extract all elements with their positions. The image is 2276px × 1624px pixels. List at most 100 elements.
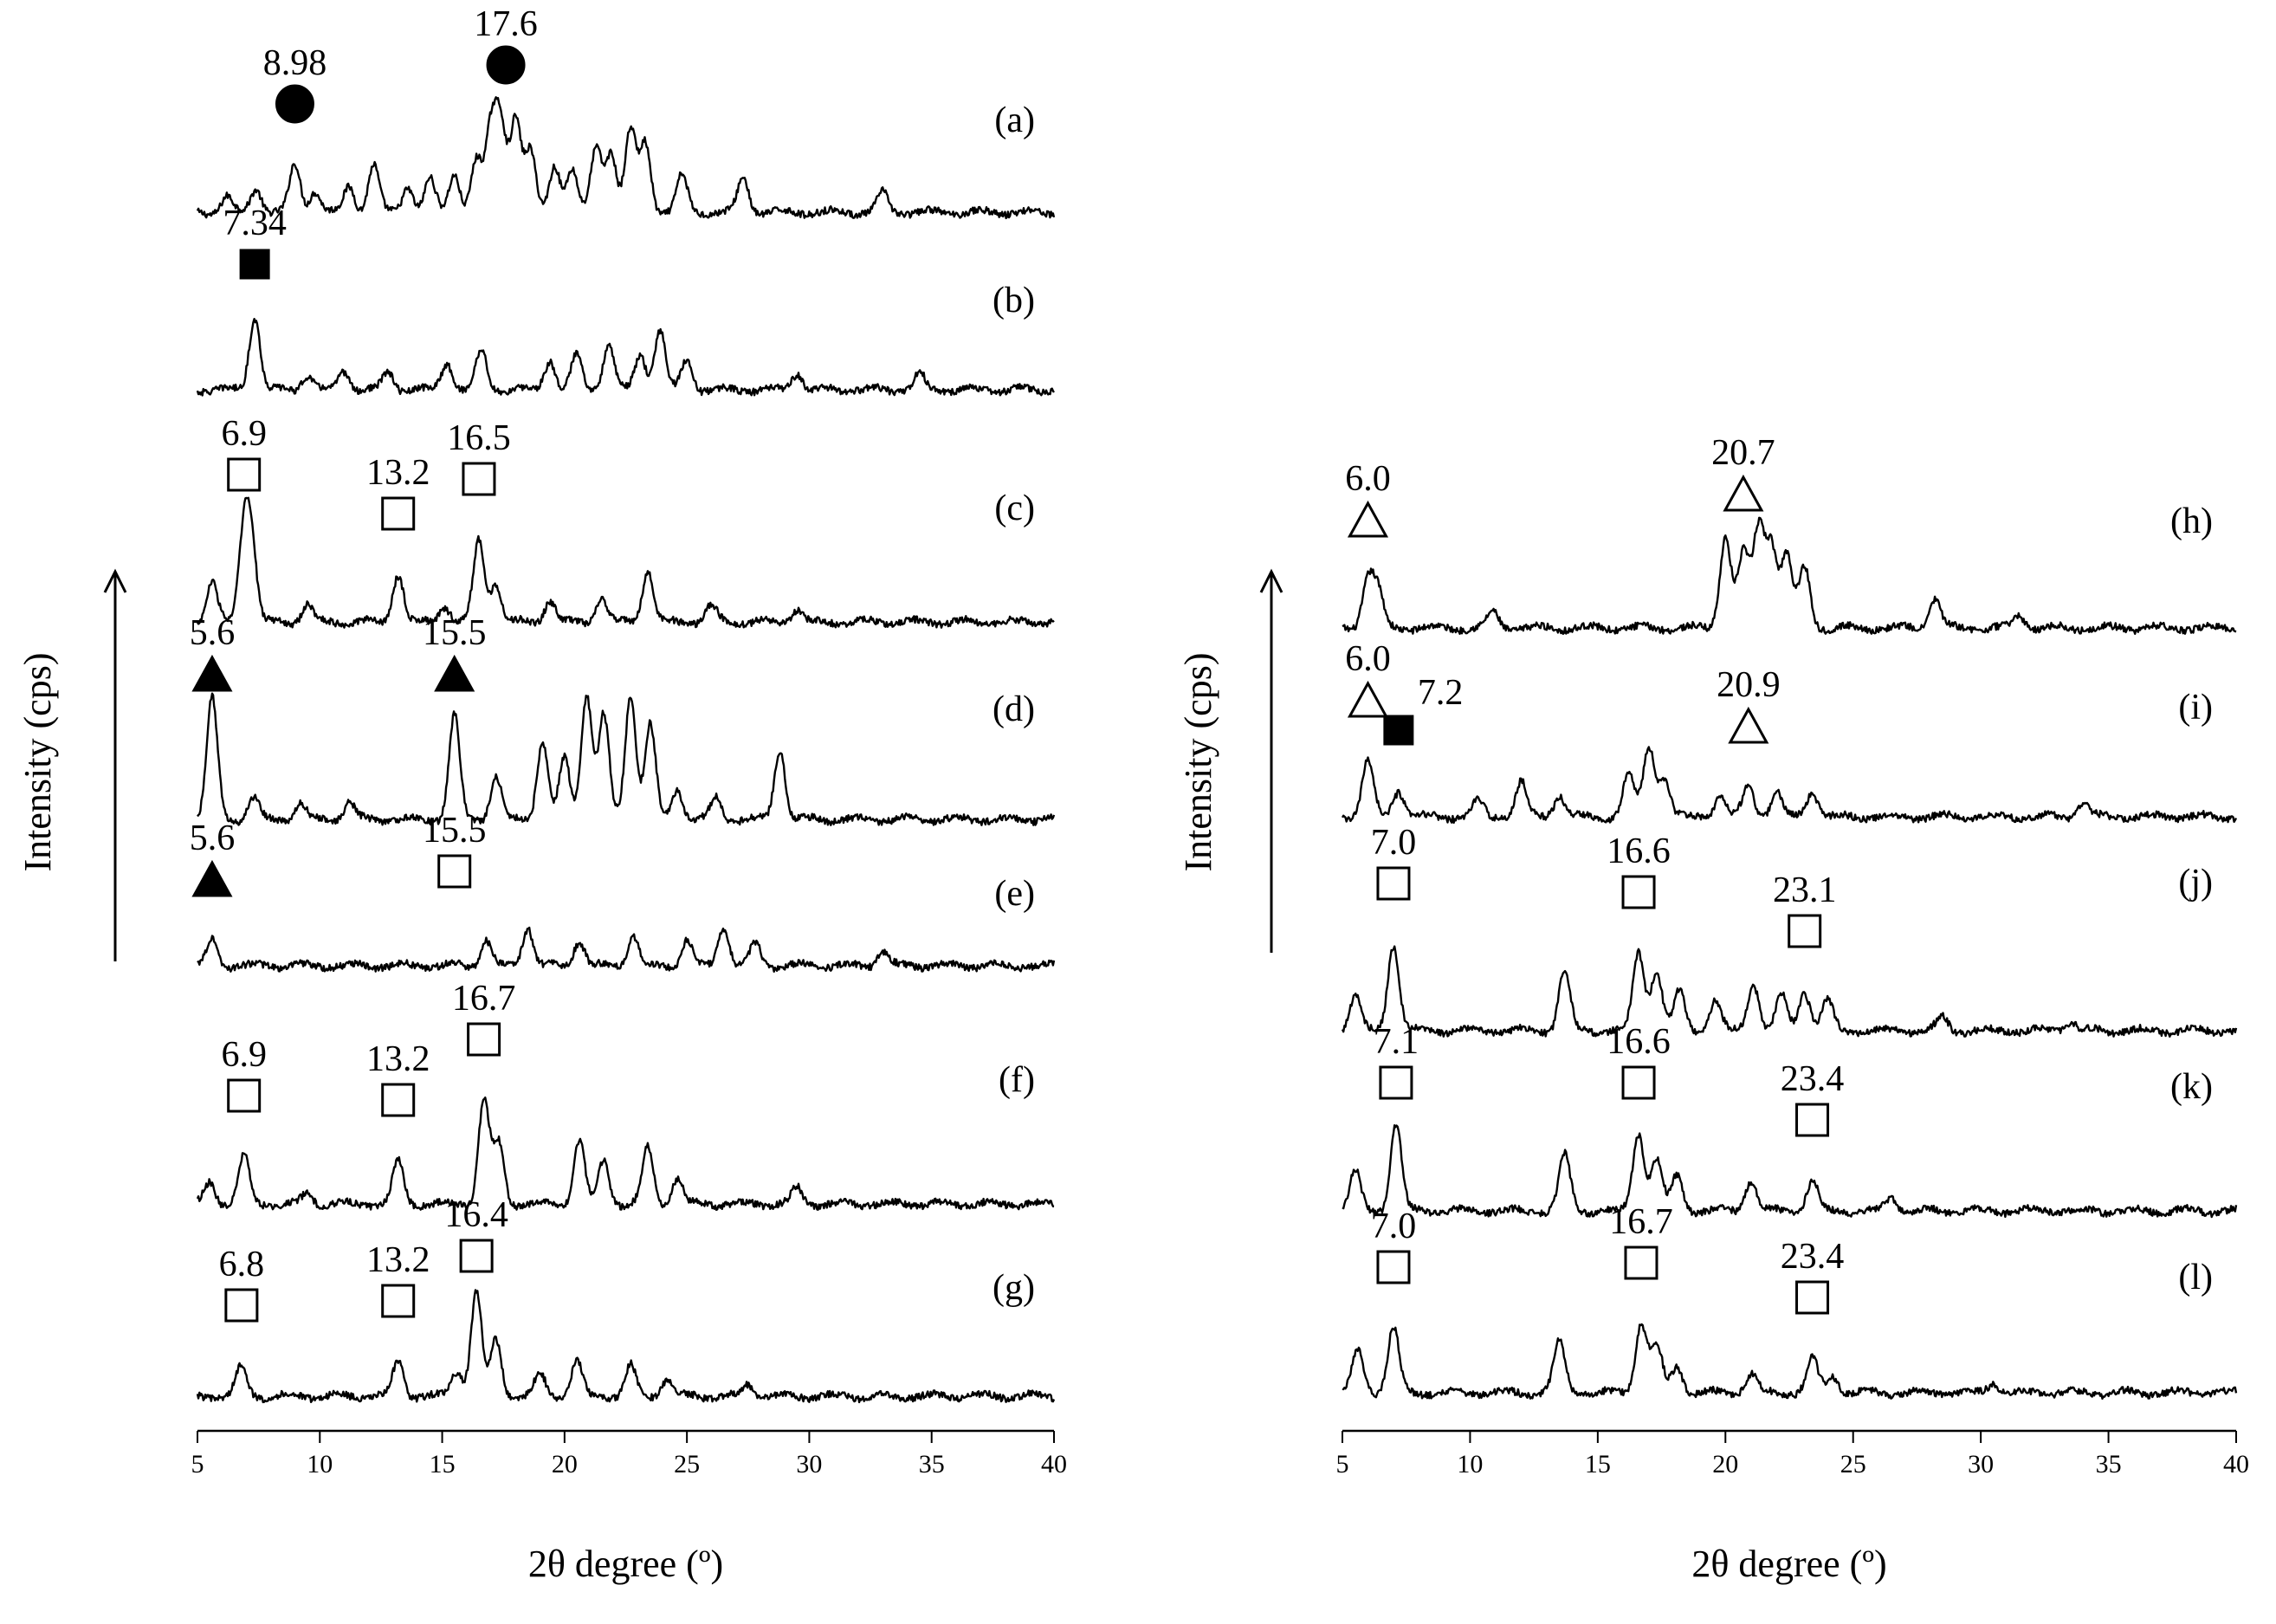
- x-tick-label: 30: [796, 1450, 822, 1478]
- peak-label-l-1: 7.0: [1371, 1207, 1417, 1246]
- trace-g: [196, 1289, 1056, 1404]
- peak-marker-g-1: [224, 1288, 259, 1323]
- x-tick-label: 10: [307, 1450, 333, 1478]
- pattern-h: (h) 6.0 20.7: [1342, 433, 2237, 635]
- x-tick-label: 15: [430, 1450, 456, 1478]
- y-axis-label: Intensity (cps): [1177, 653, 1219, 872]
- peak-label-k-1: 7.1: [1374, 1022, 1419, 1062]
- pattern-label-j: (j): [2178, 863, 2213, 903]
- pattern-label-l: (l): [2178, 1258, 2213, 1297]
- peak-marker-j-3: [1788, 914, 1822, 948]
- y-axis-label: Intensity (cps): [16, 653, 59, 872]
- peak-label-g-3: 16.4: [444, 1195, 508, 1235]
- trace-d: [197, 692, 1056, 826]
- x-tick-label: 30: [1968, 1450, 1994, 1478]
- peak-label-f-1: 6.9: [221, 1035, 267, 1075]
- pattern-label-i: (i): [2178, 688, 2213, 728]
- peak-label-h-2: 20.7: [1711, 433, 1775, 473]
- peak-marker-c-2: [381, 496, 416, 531]
- peak-label-c-3: 16.5: [447, 418, 511, 458]
- trace-c: [197, 496, 1055, 629]
- intensity-arrow-head: [1259, 568, 1283, 593]
- peak-label-g-2: 13.2: [366, 1240, 430, 1280]
- x-axis-label: 2θ degree (º): [528, 1543, 723, 1585]
- peak-marker-b-1: [239, 249, 270, 280]
- trace-k: [1342, 1124, 2238, 1219]
- pattern-label-g: (g): [993, 1268, 1035, 1308]
- trace-b: [196, 318, 1055, 397]
- x-tick-label: 20: [552, 1450, 578, 1478]
- x-tick-label: 35: [2096, 1450, 2122, 1478]
- peak-marker-l-2: [1624, 1245, 1659, 1280]
- trace-h: [1342, 516, 2237, 635]
- pattern-g: (g) 6.8 13.2 16.4: [196, 1195, 1056, 1404]
- peak-marker-g-3: [459, 1239, 494, 1273]
- peak-marker-c-3: [462, 462, 496, 496]
- peak-marker-f-1: [227, 1078, 262, 1113]
- peak-marker-j-1: [1376, 866, 1411, 901]
- pattern-label-f: (f): [999, 1060, 1035, 1100]
- pattern-a: (a) 8.98 17.6: [196, 4, 1056, 220]
- peak-marker-h-2: [1723, 474, 1764, 512]
- peak-marker-k-2: [1621, 1065, 1656, 1100]
- peak-label-b-1: 7.34: [223, 204, 287, 243]
- trace-e: [197, 926, 1056, 973]
- peak-marker-e-2: [437, 854, 472, 889]
- peak-label-h-1: 6.0: [1345, 459, 1391, 499]
- chart-panel-1: 5 10 15 20 25 30 35 40 2θ degree (º) Intensity (c…: [16, 4, 1067, 1585]
- peak-label-j-3: 23.1: [1773, 870, 1837, 910]
- peak-label-e-2: 15.5: [423, 811, 487, 851]
- peak-label-d-1: 5.6: [190, 613, 236, 653]
- trace-f: [196, 1097, 1055, 1211]
- peak-marker-k-1: [1379, 1065, 1413, 1100]
- x-tick-label: 25: [674, 1450, 700, 1478]
- pattern-f: (f) 6.9 13.2 16.7: [196, 979, 1055, 1211]
- pattern-l: (l) 7.0 16.7 23.4: [1342, 1202, 2238, 1400]
- peak-marker-d-1: [191, 654, 233, 692]
- peak-label-l-2: 16.7: [1609, 1202, 1673, 1242]
- peak-label-g-1: 6.8: [219, 1245, 265, 1284]
- pattern-label-k: (k): [2170, 1067, 2213, 1107]
- peak-label-j-2: 16.6: [1607, 831, 1671, 871]
- peak-marker-l-1: [1376, 1250, 1411, 1284]
- peak-label-k-3: 23.4: [1781, 1059, 1845, 1099]
- x-tick-label: 25: [1840, 1450, 1866, 1478]
- x-tick-label: 20: [1712, 1450, 1738, 1478]
- pattern-k: (k) 7.1 16.6 23.4: [1342, 1022, 2238, 1219]
- pattern-c: (c) 6.9 13.2 16.5: [197, 414, 1055, 629]
- peak-marker-a-1: [275, 84, 314, 124]
- pattern-b: (b) 7.34: [196, 204, 1055, 397]
- peak-marker-f-2: [381, 1083, 416, 1117]
- peak-label-e-1: 5.6: [190, 818, 236, 858]
- x-tick-label: 5: [191, 1450, 204, 1478]
- x-tick-label: 35: [919, 1450, 945, 1478]
- peak-marker-k-3: [1795, 1103, 1830, 1137]
- x-tick-label: 40: [1041, 1450, 1067, 1478]
- peak-label-f-2: 13.2: [366, 1039, 430, 1079]
- peak-marker-i-3: [1728, 706, 1769, 744]
- x-tick-label: 5: [1336, 1450, 1349, 1478]
- peak-label-c-1: 6.9: [221, 414, 267, 454]
- pattern-label-b: (b): [993, 281, 1035, 320]
- trace-i: [1341, 746, 2238, 825]
- chart-panel-2: 5 10 15 20 25 30 35 40 2θ degree (º) Intensity (c…: [1177, 433, 2249, 1585]
- x-tick-label: 40: [2223, 1450, 2249, 1478]
- peak-marker-j-2: [1621, 875, 1656, 909]
- intensity-arrow-head: [103, 568, 127, 593]
- peak-label-a-2: 17.6: [474, 4, 538, 44]
- pattern-label-d: (d): [993, 689, 1035, 729]
- x-axis-label: 2θ degree (º): [1691, 1543, 1886, 1585]
- peak-marker-i-2: [1383, 715, 1414, 746]
- pattern-label-e: (e): [994, 874, 1035, 914]
- pattern-i: (i) 6.0 7.2 20.9: [1341, 639, 2238, 825]
- peak-label-i-3: 20.9: [1717, 665, 1781, 705]
- peak-label-k-2: 16.6: [1607, 1022, 1671, 1062]
- peak-label-j-1: 7.0: [1371, 823, 1417, 863]
- pattern-e: (e) 5.6 15.5: [190, 811, 1056, 973]
- pattern-label-h: (h): [2170, 501, 2213, 541]
- peak-marker-l-3: [1795, 1280, 1830, 1315]
- peak-label-d-2: 15.5: [423, 613, 487, 653]
- peak-marker-h-1: [1347, 500, 1389, 538]
- pattern-j: (j) 7.0 16.6 23.1: [1341, 823, 2238, 1038]
- trace-a: [196, 96, 1056, 220]
